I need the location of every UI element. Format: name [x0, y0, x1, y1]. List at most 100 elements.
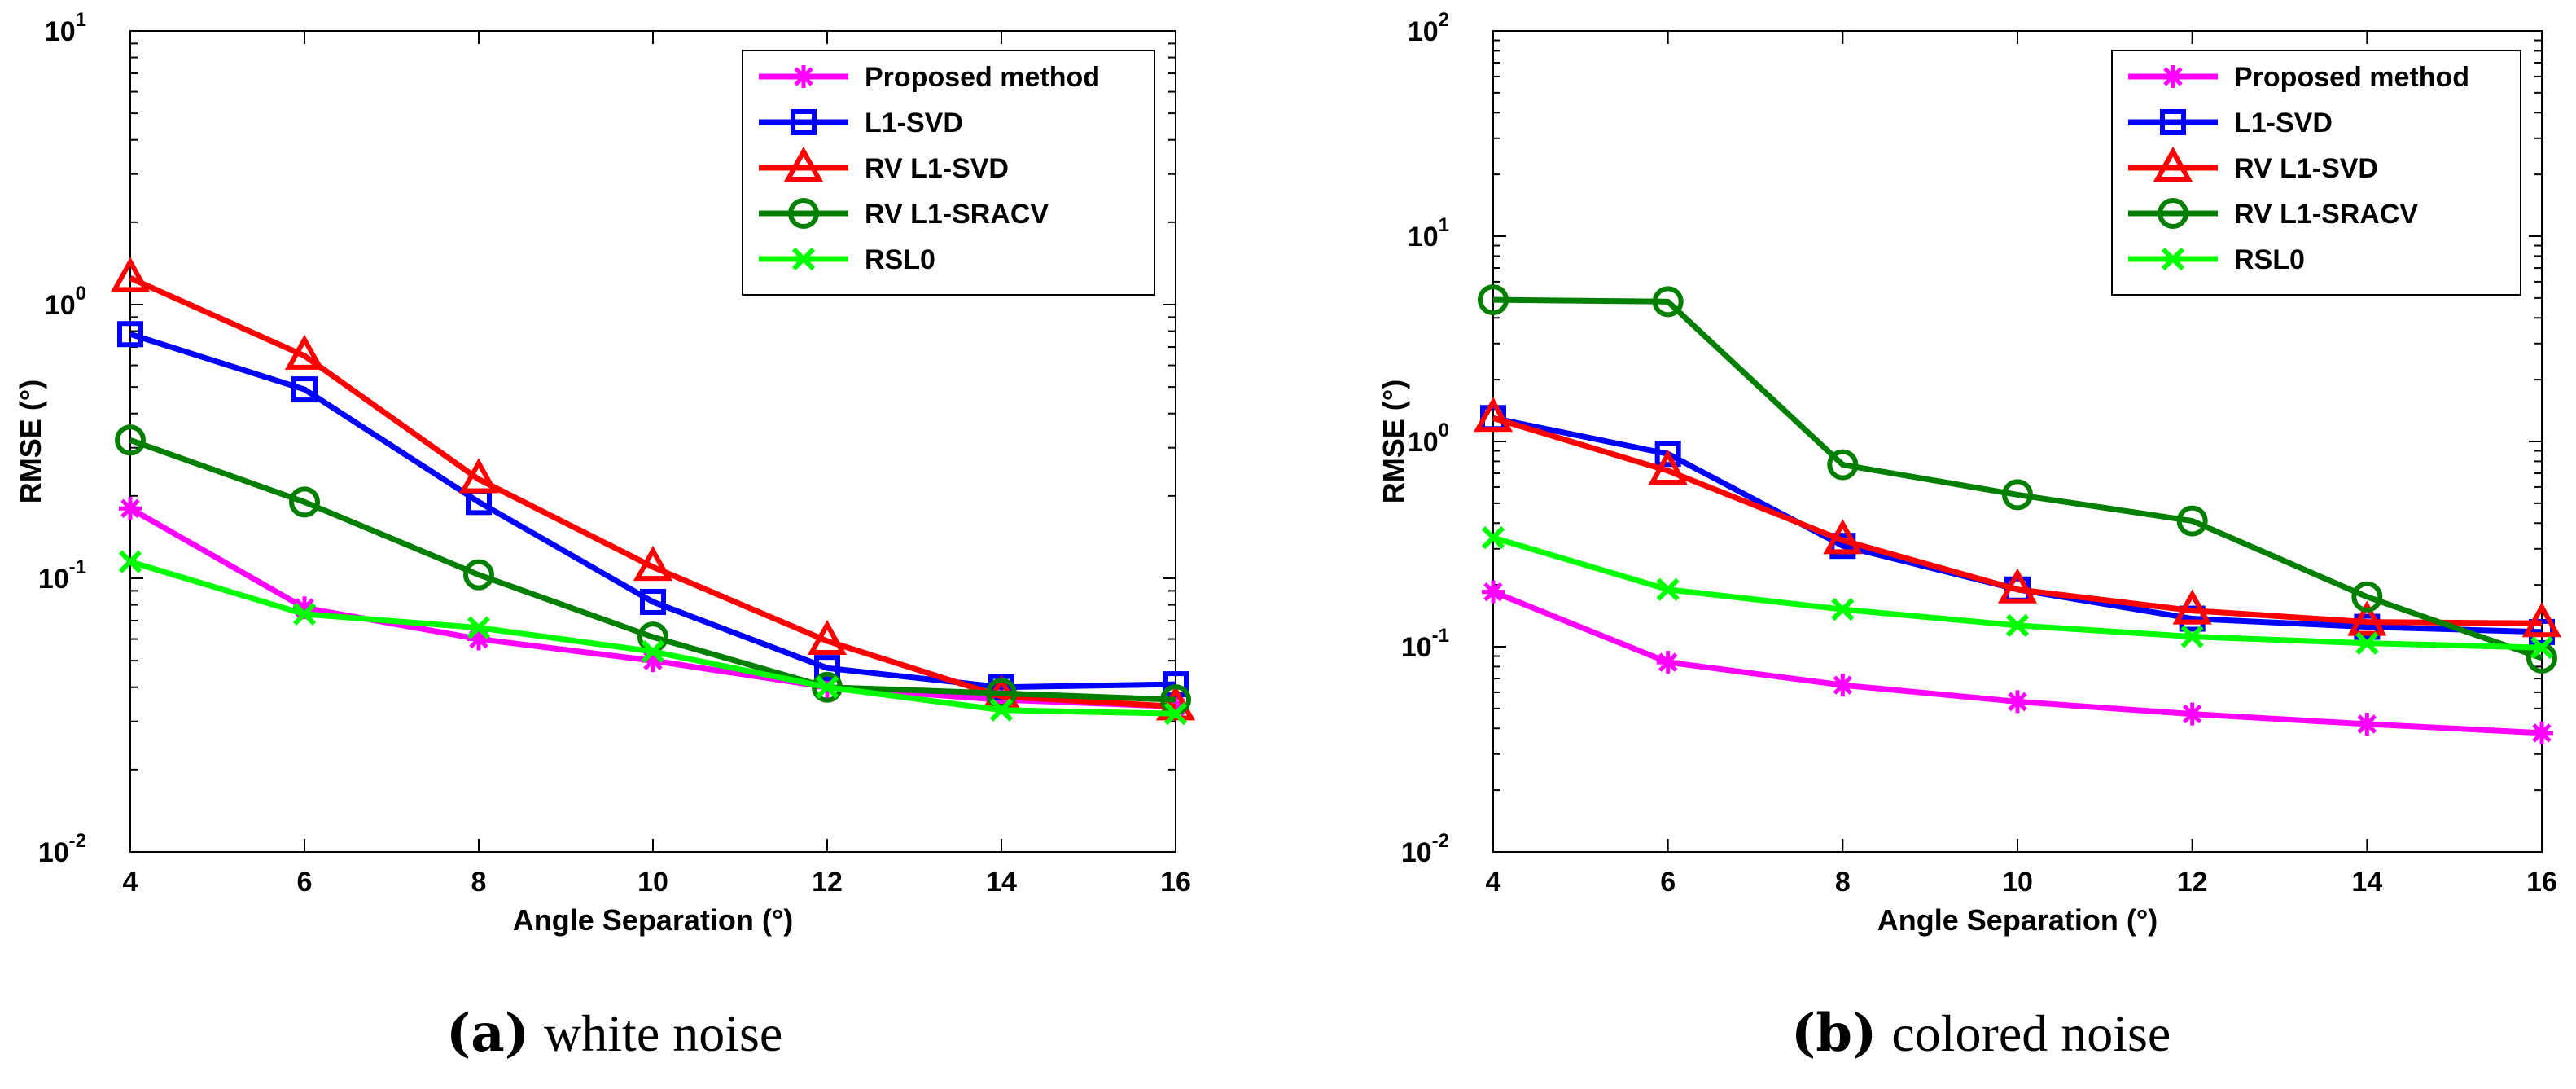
y-tick-label: 10-2	[1401, 830, 1449, 868]
legend-marker	[2160, 109, 2186, 135]
legend-label: RV L1-SRACV	[865, 199, 1049, 230]
y-tick-base: 10	[45, 290, 76, 321]
x-tick-label: 8	[1835, 867, 1851, 898]
x-tick-label: 12	[812, 867, 843, 898]
y-tick-base: 10	[38, 564, 69, 595]
x-tick-label: 8	[471, 867, 487, 898]
data-point	[293, 596, 316, 620]
series-line	[129, 275, 1176, 709]
data-point	[1478, 284, 1509, 316]
data-point	[1648, 449, 1688, 485]
data-point	[1654, 441, 1681, 468]
data-point	[2172, 589, 2212, 625]
data-point	[2006, 690, 2029, 714]
x-axis-label: Angle Separation (°)	[1877, 903, 2158, 937]
legend-label: Proposed method	[865, 62, 1100, 93]
legend-marker	[783, 146, 824, 182]
legend-label: RSL0	[2234, 244, 2305, 275]
y-tick-label: 102	[1408, 9, 1449, 47]
x-axis-label: Angle Separation (°)	[513, 903, 793, 937]
y-tick-exponent: 1	[1439, 214, 1449, 236]
series-line	[129, 331, 1176, 691]
data-point	[1997, 568, 2038, 604]
y-tick-base: 10	[1408, 16, 1439, 47]
data-point	[1656, 651, 1680, 674]
x-tick-label: 16	[1160, 867, 1191, 898]
y-tick-base: 10	[1408, 222, 1439, 252]
y-tick-exponent: 0	[1439, 419, 1449, 441]
data-point	[642, 649, 664, 673]
panel-caption: (b) colored noise	[1791, 1003, 2171, 1064]
y-tick-exponent: 2	[1439, 9, 1449, 31]
legend-marker	[792, 65, 815, 88]
data-point	[640, 588, 666, 615]
data-point	[2180, 625, 2204, 648]
data-point	[2355, 631, 2379, 655]
data-point	[2005, 613, 2030, 637]
data-point	[467, 627, 490, 651]
data-point	[284, 334, 325, 370]
data-point	[1827, 449, 1859, 481]
y-tick-exponent: -2	[69, 830, 86, 852]
data-point	[807, 619, 848, 655]
y-tick-base: 10	[38, 837, 69, 868]
data-point	[2176, 505, 2208, 537]
data-point	[633, 545, 673, 582]
y-tick-label: 10-2	[38, 830, 86, 868]
y-tick-label: 100	[1408, 419, 1449, 458]
legend-marker	[2158, 198, 2188, 229]
legend-marker	[791, 247, 816, 271]
caption-text: colored noise	[1891, 1004, 2171, 1062]
series-line	[1492, 415, 2543, 626]
data-point	[641, 639, 665, 664]
x-tick-label: 4	[123, 867, 138, 898]
data-point	[989, 698, 1014, 722]
legend-marker	[2162, 65, 2184, 88]
data-point	[2530, 721, 2553, 744]
data-point	[1831, 598, 1855, 621]
y-tick-exponent: 0	[76, 283, 86, 305]
legend-label: RV L1-SVD	[865, 153, 1009, 184]
x-tick-label: 10	[2002, 867, 2033, 898]
legend-label: RV L1-SVD	[2234, 153, 2378, 184]
data-point	[2521, 602, 2562, 638]
data-point	[2002, 479, 2033, 511]
legend-label: L1-SVD	[865, 108, 963, 138]
x-tick-label: 6	[1660, 867, 1676, 898]
data-point	[119, 497, 142, 520]
data-point	[814, 655, 840, 682]
y-tick-label: 10-1	[38, 556, 86, 595]
data-point	[118, 550, 142, 573]
data-point	[2530, 635, 2554, 660]
data-point	[2180, 702, 2204, 726]
data-point	[1473, 397, 1514, 433]
data-point	[1481, 525, 1505, 550]
x-tick-label: 16	[2526, 867, 2557, 898]
x-tick-label: 4	[1486, 867, 1501, 898]
y-tick-base: 10	[1401, 632, 1432, 663]
data-point	[463, 559, 494, 591]
data-point	[1652, 286, 1684, 318]
legend-label: Proposed method	[2234, 62, 2469, 93]
y-tick-label: 10-1	[1401, 625, 1449, 663]
series-line	[1492, 296, 2543, 661]
data-point	[815, 675, 839, 699]
data-point	[467, 616, 491, 639]
y-axis-label: RMSE (°)	[14, 380, 47, 503]
data-point	[292, 602, 317, 626]
y-tick-label: 101	[45, 9, 86, 47]
data-point	[1163, 702, 1188, 726]
data-point	[986, 678, 1017, 709]
data-point	[458, 458, 499, 494]
y-tick-exponent: 1	[76, 9, 86, 31]
x-tick-label: 14	[986, 867, 1017, 898]
legend-label: RSL0	[865, 244, 935, 275]
y-axis-label: RMSE (°)	[1377, 380, 1410, 503]
y-tick-base: 10	[1401, 837, 1432, 868]
x-tick-label: 14	[2351, 867, 2382, 898]
y-tick-exponent: -1	[1432, 625, 1449, 647]
legend-label: L1-SVD	[2234, 108, 2333, 138]
data-point	[110, 257, 151, 292]
